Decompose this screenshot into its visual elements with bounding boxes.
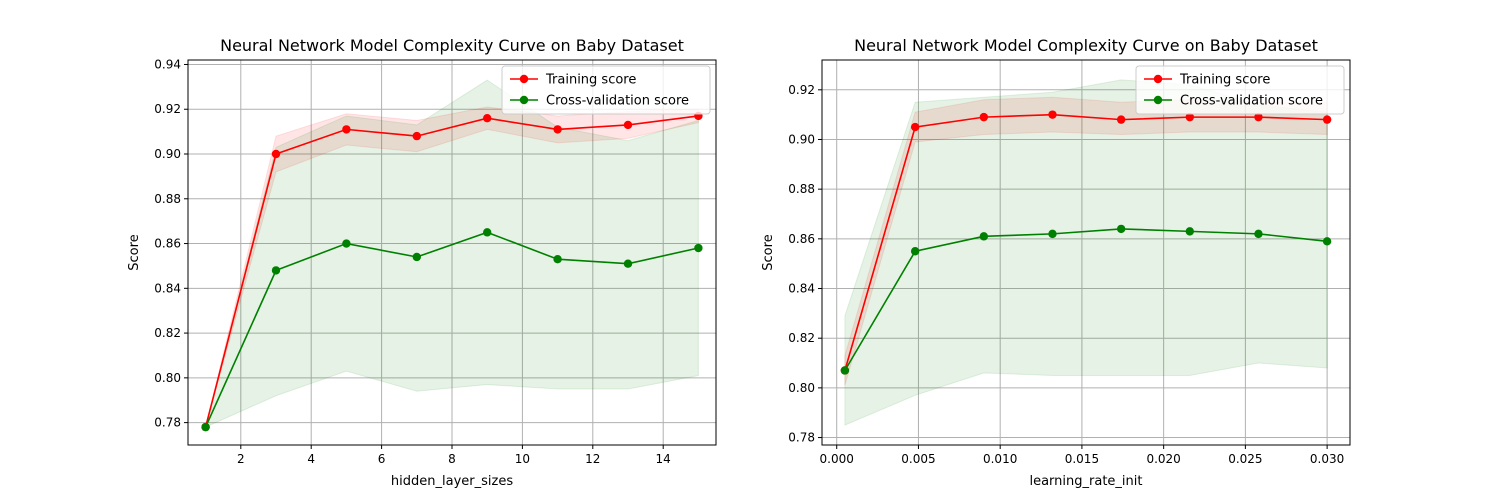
data-point-cross-validation [1254,229,1263,239]
chart-title: Neural Network Model Complexity Curve on… [854,36,1318,55]
legend-marker-cross-validation [519,95,529,105]
data-point-training [483,113,492,123]
y-tick-label: 0.84 [788,282,815,296]
data-point-cross-validation [1048,229,1057,239]
x-tick-label: 6 [378,452,386,466]
chart-title: Neural Network Model Complexity Curve on… [220,36,684,55]
legend-box [1135,65,1345,115]
y-tick-label: 0.86 [788,232,815,246]
data-point-cross-validation [694,243,703,253]
data-point-training [342,125,351,134]
x-tick-label: 0.015 [1065,452,1099,466]
data-point-training [1185,112,1195,122]
data-point-cross-validation [483,228,492,237]
series-line-training [844,113,1328,371]
legend-label-cross-validation: Cross-validation score [1180,94,1323,109]
x-tick-label: 0.000 [820,452,854,466]
y-tick-label: 0.94 [154,57,181,71]
legend: Training score Cross-validation score [1135,65,1345,115]
y-tick-label: 0.92 [788,83,815,97]
x-tick-label: 14 [656,452,671,466]
data-point-cross-validation [201,422,210,432]
x-tick-label: 4 [307,452,315,466]
data-point-cross-validation [840,366,850,375]
data-point-cross-validation [623,259,633,268]
x-axis-label: learning_rate_init [1029,474,1142,489]
y-tick-label: 0.90 [154,147,181,161]
series-line-training [204,115,699,428]
y-axis-label: Score [761,234,776,270]
y-tick-label: 0.82 [154,326,181,340]
y-tick-label: 0.90 [788,132,815,146]
y-tick-label: 0.88 [154,192,181,206]
data-point-training [1254,112,1263,122]
x-tick-label: 0.030 [1310,452,1344,466]
y-axis-label: Score [127,234,142,270]
x-tick-label: 8 [448,452,456,466]
x-tick-label: 12 [585,452,600,466]
data-point-cross-validation [1185,227,1195,236]
x-tick-label: 0.010 [983,452,1017,466]
legend-label-cross-validation: Cross-validation score [546,94,689,109]
data-point-training [910,122,920,132]
legend: Training score Cross-validation score [501,65,711,115]
y-tick-label: 0.80 [154,371,181,385]
data-point-training [1048,110,1057,119]
legend-label-training: Training score [1179,73,1270,88]
data-point-cross-validation [979,232,989,241]
series-line-cross-validation [204,231,699,428]
data-point-training [979,112,989,122]
y-tick-label: 0.78 [788,431,815,445]
x-tick-label: 2 [237,452,245,466]
y-tick-label: 0.88 [788,182,815,196]
data-point-training [623,120,633,130]
y-tick-label: 0.80 [788,381,815,395]
data-point-cross-validation [910,247,920,256]
y-tick-label: 0.78 [154,416,181,430]
data-point-training [1322,115,1332,124]
y-tick-label: 0.82 [788,331,815,345]
confidence-band-training [844,96,1328,386]
legend-marker-training [519,74,529,84]
x-tick-label: 10 [515,452,530,466]
legend-marker-training [1153,74,1163,84]
x-tick-label: 0.025 [1228,452,1262,466]
data-point-cross-validation [271,266,281,275]
data-point-training [553,125,562,134]
data-point-training [412,131,421,141]
data-point-cross-validation [553,255,562,264]
y-tick-label: 0.92 [154,102,181,116]
data-point-cross-validation [412,252,421,262]
legend-label-training: Training score [545,73,636,88]
x-tick-label: 0.005 [901,452,935,466]
x-axis-label: hidden_layer_sizes [391,474,513,489]
legend-box [501,65,711,115]
confidence-band-cross-validation [844,79,1328,426]
chart-left: 2 4 6 8 10 12 14 0.78 0.80 0.82 0.84 0.86 0.88 0.90 0.… [127,36,717,489]
data-point-cross-validation [1116,224,1126,234]
legend-marker-cross-validation [1153,95,1163,105]
data-point-cross-validation [1322,237,1332,246]
plot-frame [821,59,1351,446]
y-tick-label: 0.84 [154,281,181,295]
data-point-cross-validation [342,239,351,248]
chart-right: 0.000 0.005 0.010 0.015 0.020 0.025 0.030 0.78 0… [761,36,1351,489]
data-point-training [271,149,281,159]
series-line-cross-validation [844,228,1328,371]
data-point-training [1116,115,1126,124]
y-tick-label: 0.86 [154,237,181,251]
x-tick-label: 0.020 [1146,452,1180,466]
